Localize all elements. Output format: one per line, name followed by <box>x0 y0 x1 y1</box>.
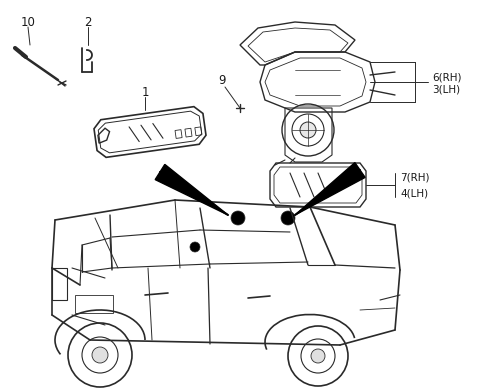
Text: 1: 1 <box>141 86 149 99</box>
Circle shape <box>231 211 245 225</box>
Circle shape <box>281 211 295 225</box>
Circle shape <box>300 122 316 138</box>
Text: 4(LH): 4(LH) <box>400 188 428 198</box>
Circle shape <box>190 242 200 252</box>
Circle shape <box>92 347 108 363</box>
Text: 6(RH): 6(RH) <box>432 73 461 83</box>
Polygon shape <box>155 164 228 215</box>
Polygon shape <box>295 163 365 215</box>
Bar <box>52 268 67 300</box>
Text: 2: 2 <box>84 16 92 29</box>
Text: 10: 10 <box>21 16 36 29</box>
Circle shape <box>311 349 325 363</box>
Bar <box>75 295 113 313</box>
Text: 9: 9 <box>218 74 226 86</box>
Text: 7(RH): 7(RH) <box>400 172 430 182</box>
Text: 3(LH): 3(LH) <box>432 85 460 95</box>
